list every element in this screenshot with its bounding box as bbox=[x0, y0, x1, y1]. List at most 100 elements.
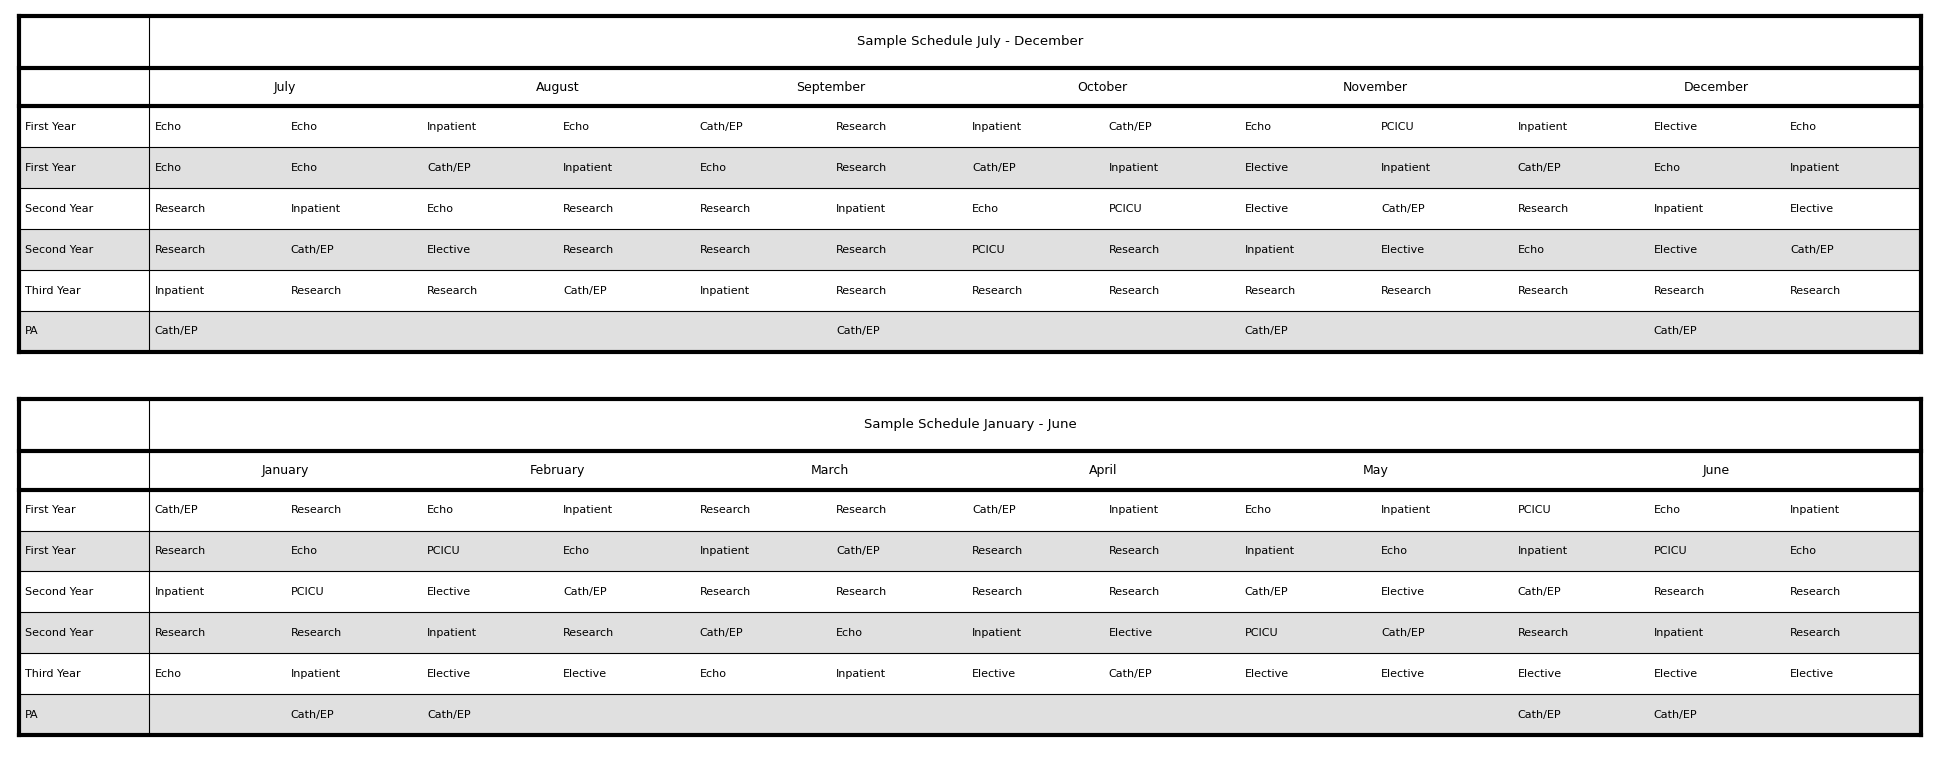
Text: Cath/EP: Cath/EP bbox=[291, 245, 334, 255]
Text: Inpatient: Inpatient bbox=[562, 163, 613, 173]
Text: Research: Research bbox=[562, 628, 615, 638]
Text: Elective: Elective bbox=[1381, 669, 1425, 679]
Text: Inpatient: Inpatient bbox=[1245, 245, 1293, 255]
Bar bbox=[19, 451, 1920, 490]
Text: Echo: Echo bbox=[1516, 245, 1543, 255]
Text: Elective: Elective bbox=[971, 669, 1016, 679]
Text: January: January bbox=[262, 464, 308, 477]
Text: April: April bbox=[1088, 464, 1117, 477]
Text: Research: Research bbox=[1652, 586, 1704, 597]
Text: Cath/EP: Cath/EP bbox=[562, 285, 607, 296]
Text: Cath/EP: Cath/EP bbox=[971, 505, 1016, 515]
Text: PCICU: PCICU bbox=[1652, 546, 1687, 556]
Text: Echo: Echo bbox=[1790, 546, 1817, 556]
Text: Sample Schedule January - June: Sample Schedule January - June bbox=[863, 418, 1076, 432]
Text: Echo: Echo bbox=[1790, 122, 1817, 132]
Text: Inpatient: Inpatient bbox=[291, 669, 341, 679]
Bar bbox=[19, 16, 1920, 68]
Text: Echo: Echo bbox=[700, 669, 727, 679]
Bar bbox=[19, 530, 1920, 572]
Text: Cath/EP: Cath/EP bbox=[1107, 122, 1152, 132]
Text: Research: Research bbox=[291, 628, 341, 638]
Text: PCICU: PCICU bbox=[1381, 122, 1414, 132]
Text: Research: Research bbox=[836, 586, 886, 597]
Text: Second Year: Second Year bbox=[25, 245, 93, 255]
Text: Inpatient: Inpatient bbox=[836, 203, 886, 213]
Bar bbox=[19, 694, 1920, 735]
Text: PCICU: PCICU bbox=[1245, 628, 1278, 638]
Text: PCICU: PCICU bbox=[971, 245, 1004, 255]
Text: PCICU: PCICU bbox=[1516, 505, 1549, 515]
Text: Elective: Elective bbox=[1381, 586, 1425, 597]
Text: First Year: First Year bbox=[25, 122, 76, 132]
Text: Elective: Elective bbox=[1652, 122, 1697, 132]
Text: Echo: Echo bbox=[291, 546, 318, 556]
Text: Research: Research bbox=[700, 245, 750, 255]
Text: Echo: Echo bbox=[1245, 505, 1272, 515]
Text: Elective: Elective bbox=[427, 245, 471, 255]
Text: Echo: Echo bbox=[562, 546, 589, 556]
Text: Cath/EP: Cath/EP bbox=[1790, 245, 1832, 255]
Text: Elective: Elective bbox=[1245, 203, 1287, 213]
Text: PA: PA bbox=[25, 326, 39, 336]
Text: November: November bbox=[1342, 81, 1408, 94]
Text: Cath/EP: Cath/EP bbox=[1245, 586, 1287, 597]
Text: First Year: First Year bbox=[25, 163, 76, 173]
Text: Research: Research bbox=[836, 245, 886, 255]
Text: Echo: Echo bbox=[1652, 163, 1679, 173]
Text: Research: Research bbox=[155, 546, 206, 556]
Text: Second Year: Second Year bbox=[25, 628, 93, 638]
Text: Echo: Echo bbox=[427, 505, 454, 515]
Text: Cath/EP: Cath/EP bbox=[291, 709, 334, 719]
Text: Third Year: Third Year bbox=[25, 669, 81, 679]
Text: Research: Research bbox=[427, 285, 479, 296]
Text: Research: Research bbox=[1381, 285, 1431, 296]
Text: August: August bbox=[535, 81, 580, 94]
Text: Echo: Echo bbox=[1245, 122, 1272, 132]
Text: Elective: Elective bbox=[1245, 163, 1287, 173]
Text: Echo: Echo bbox=[155, 122, 180, 132]
Text: Echo: Echo bbox=[291, 122, 318, 132]
Text: Inpatient: Inpatient bbox=[291, 203, 341, 213]
Text: Research: Research bbox=[1790, 586, 1840, 597]
Text: PA: PA bbox=[25, 709, 39, 719]
Text: Elective: Elective bbox=[427, 669, 471, 679]
Text: Inpatient: Inpatient bbox=[427, 122, 477, 132]
Text: Cath/EP: Cath/EP bbox=[427, 163, 471, 173]
Text: Inpatient: Inpatient bbox=[700, 546, 748, 556]
Text: First Year: First Year bbox=[25, 505, 76, 515]
Text: Cath/EP: Cath/EP bbox=[1652, 709, 1697, 719]
Text: Elective: Elective bbox=[562, 669, 607, 679]
Text: Research: Research bbox=[1516, 203, 1569, 213]
Text: Inpatient: Inpatient bbox=[700, 285, 748, 296]
Text: Research: Research bbox=[291, 505, 341, 515]
Text: Inpatient: Inpatient bbox=[562, 505, 613, 515]
Text: Research: Research bbox=[836, 163, 886, 173]
Text: Elective: Elective bbox=[1516, 669, 1561, 679]
Bar bbox=[19, 106, 1920, 147]
Text: Cath/EP: Cath/EP bbox=[1516, 586, 1561, 597]
Text: Cath/EP: Cath/EP bbox=[700, 122, 743, 132]
Text: Research: Research bbox=[700, 586, 750, 597]
Text: Cath/EP: Cath/EP bbox=[1652, 326, 1697, 336]
Text: Echo: Echo bbox=[562, 122, 589, 132]
Text: Research: Research bbox=[562, 203, 615, 213]
Text: Inpatient: Inpatient bbox=[1381, 163, 1431, 173]
Text: Inpatient: Inpatient bbox=[1790, 505, 1840, 515]
Text: Inpatient: Inpatient bbox=[1245, 546, 1293, 556]
Bar bbox=[19, 490, 1920, 530]
Text: Cath/EP: Cath/EP bbox=[1381, 628, 1423, 638]
Text: Cath/EP: Cath/EP bbox=[836, 546, 878, 556]
Text: Cath/EP: Cath/EP bbox=[1516, 163, 1561, 173]
Text: Echo: Echo bbox=[700, 163, 727, 173]
Text: Research: Research bbox=[971, 586, 1024, 597]
Text: Research: Research bbox=[1245, 285, 1295, 296]
Text: Cath/EP: Cath/EP bbox=[971, 163, 1016, 173]
Text: Research: Research bbox=[1790, 285, 1840, 296]
Text: Cath/EP: Cath/EP bbox=[562, 586, 607, 597]
Text: First Year: First Year bbox=[25, 546, 76, 556]
Text: Echo: Echo bbox=[971, 203, 999, 213]
Text: Echo: Echo bbox=[427, 203, 454, 213]
Bar bbox=[19, 229, 1920, 270]
Text: Inpatient: Inpatient bbox=[1652, 628, 1702, 638]
